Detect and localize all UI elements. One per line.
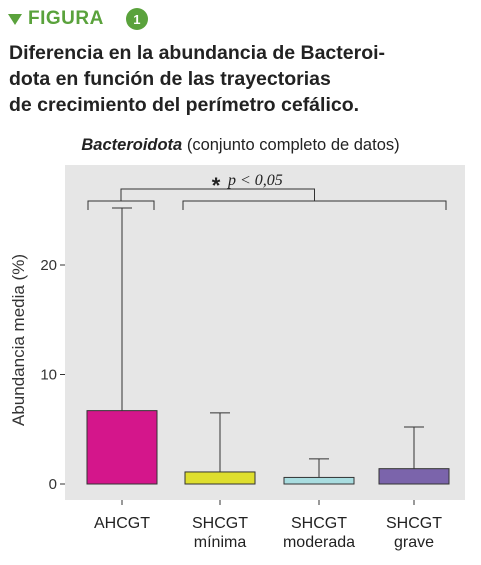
bar [378, 468, 450, 485]
x-tick-label: AHCGT [94, 515, 150, 532]
chart-title-emphasis: Bacteroidota [81, 136, 183, 154]
y-axis-label: Abundancia media (%) [9, 254, 28, 426]
x-tick-label-line: mínima [194, 534, 247, 551]
x-tick-label-line: SHCGT [291, 515, 347, 532]
heading-line-1: Diferencia en la abundancia de Bacteroi- [9, 42, 386, 64]
figure-label: FIGURA [28, 8, 104, 29]
figure-header: FIGURA 1 [8, 6, 148, 32]
y-axis: 0 10 20 [40, 257, 65, 493]
bar [86, 410, 158, 485]
x-tick-label-line: moderada [283, 534, 355, 551]
x-tick-label-line: grave [394, 534, 434, 551]
heading-line-3: de crecimiento del perímetro cefálico. [9, 94, 360, 116]
comparison-bracket [120, 188, 315, 201]
bar [283, 476, 355, 485]
x-axis-labels: AHCGT SHCGT mínima SHCGT moderada SHCGT grave [94, 500, 442, 551]
x-tick-label: SHCGT grave [386, 515, 442, 551]
x-tick-label: SHCGT mínima [192, 515, 248, 551]
x-tick-label-line: AHCGT [94, 515, 150, 532]
y-tick-label: 20 [40, 257, 57, 274]
chart-title: Bacteroidota (conjunto completo de datos… [0, 136, 481, 155]
significance-annotation: * p < 0,05 [87, 172, 447, 210]
y-tick-label: 0 [49, 476, 57, 493]
heading-line-2: dota en función de las trayectorias [9, 68, 331, 90]
x-tick-label-line: SHCGT [192, 515, 248, 532]
bar [184, 471, 256, 485]
bars [86, 207, 450, 485]
figure-number-badge: 1 [125, 8, 148, 30]
significance-label: p < 0,05 [227, 172, 283, 189]
x-tick-label: SHCGT moderada [283, 515, 355, 551]
figure-heading: Diferencia en la abundancia de Bacteroi-… [9, 40, 474, 118]
x-tick-label-line: SHCGT [386, 515, 442, 532]
significance-star: * [212, 173, 221, 198]
y-tick-label: 10 [40, 367, 57, 384]
chart-title-rest: (conjunto completo de datos) [182, 136, 400, 154]
triangle-down-icon [8, 13, 22, 25]
